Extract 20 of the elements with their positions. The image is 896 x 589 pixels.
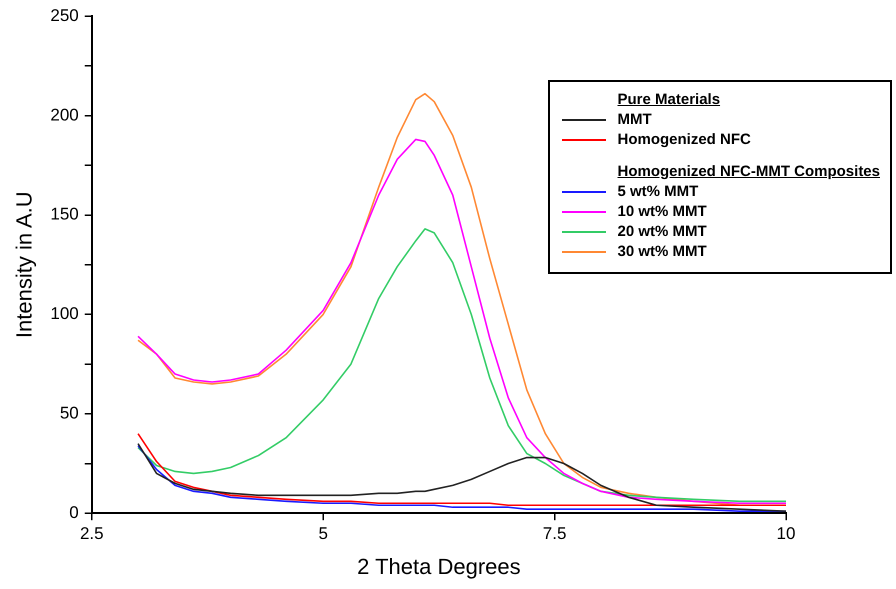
legend-label: Homogenized NFC	[618, 130, 751, 150]
legend-label: 30 wt% MMT	[618, 242, 707, 262]
x-tick-label: 5	[318, 524, 328, 544]
y-tick-label: 50	[60, 403, 79, 422]
legend-label: MMT	[618, 110, 652, 130]
legend-label: 5 wt% MMT	[618, 182, 698, 202]
y-tick-label: 250	[50, 6, 79, 25]
y-tick-label: 0	[69, 502, 79, 522]
annotation: Homogenized NFC-MMT Composites	[616, 162, 880, 182]
legend-label: 10 wt% MMT	[618, 202, 707, 222]
x-axis-title: 2 Theta Degrees	[357, 554, 521, 579]
x-tick-label: 7.5	[542, 524, 566, 544]
legend-title: Pure Materials	[616, 90, 722, 110]
y-tick-label: 150	[50, 204, 79, 224]
x-tick-label: 2.5	[80, 524, 104, 544]
x-tick-label: 10	[776, 524, 796, 544]
y-axis-title: Intensity in A.U	[11, 191, 36, 338]
y-tick-label: 100	[50, 304, 79, 324]
legend-label: 20 wt% MMT	[618, 222, 707, 242]
y-tick-label: 200	[50, 105, 79, 124]
